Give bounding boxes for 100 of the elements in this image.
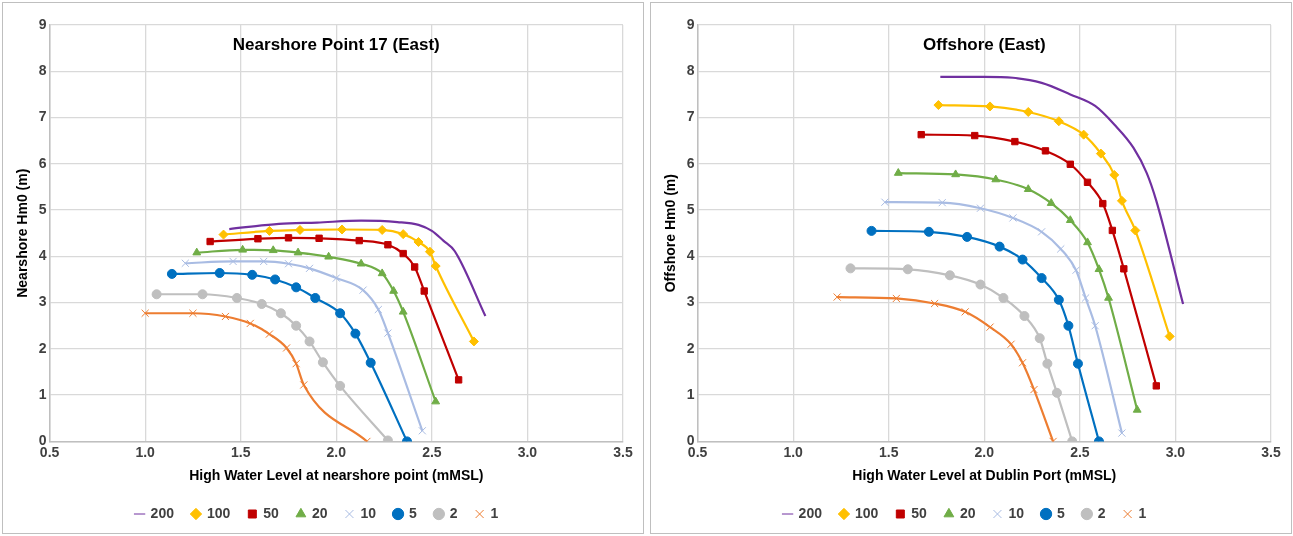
- point: [1091, 321, 1100, 330]
- point: [1019, 311, 1030, 322]
- line-series: [939, 75, 1185, 306]
- point: [284, 259, 293, 268]
- point: [1108, 226, 1117, 235]
- point: [264, 225, 275, 236]
- y-tick-label: 2: [686, 339, 695, 356]
- point: [1037, 227, 1046, 236]
- point: [317, 357, 328, 368]
- point: [985, 101, 996, 112]
- point: [431, 396, 441, 405]
- point: [1099, 199, 1107, 208]
- point: [880, 198, 889, 207]
- point: [430, 261, 441, 272]
- point: [293, 247, 303, 256]
- point: [359, 286, 368, 295]
- point: [1023, 106, 1034, 117]
- point: [951, 169, 961, 178]
- point: [410, 263, 419, 271]
- point: [324, 251, 334, 260]
- point: [994, 241, 1005, 252]
- point: [962, 231, 973, 242]
- point: [1053, 294, 1064, 305]
- point: [454, 376, 463, 384]
- y-tick-label: 8: [686, 62, 695, 79]
- legend-label: 200: [798, 504, 823, 521]
- y-tick-label: 5: [38, 200, 47, 217]
- y-tick-label: 7: [686, 108, 695, 125]
- point: [1081, 293, 1090, 303]
- point: [315, 234, 323, 242]
- x-tick-label: 2.0: [326, 443, 347, 460]
- x-tick-label: 1.5: [878, 443, 899, 460]
- point: [218, 229, 229, 240]
- point: [141, 309, 150, 318]
- point: [389, 286, 399, 294]
- y-tick-label: 9: [38, 15, 47, 32]
- point: [1051, 387, 1062, 398]
- point: [374, 305, 383, 314]
- x-tick-label: 3.0: [517, 443, 538, 460]
- legend-label: 100: [206, 504, 231, 521]
- point: [268, 245, 278, 254]
- y-axis-title: Nearshore Hm0 (m): [14, 168, 31, 298]
- point: [188, 309, 197, 318]
- point: [254, 235, 262, 243]
- point: [377, 268, 387, 277]
- point: [166, 268, 177, 279]
- point: [961, 307, 970, 316]
- point: [1094, 264, 1104, 273]
- legend-label: 20: [959, 504, 976, 521]
- legend-label: 10: [360, 504, 377, 521]
- point: [1104, 292, 1113, 301]
- legend-label: 50: [911, 504, 928, 521]
- point: [1164, 331, 1175, 342]
- point: [1072, 358, 1083, 369]
- legend-label: 50: [263, 504, 280, 521]
- point: [468, 336, 479, 347]
- point: [1018, 358, 1027, 367]
- point: [976, 204, 985, 213]
- y-tick-label: 3: [38, 293, 47, 310]
- legend-label: 1: [1138, 504, 1147, 521]
- legend-label: 5: [409, 504, 418, 521]
- point: [998, 292, 1009, 303]
- point: [350, 328, 361, 339]
- legend-label: 1: [490, 504, 499, 521]
- point: [1130, 225, 1141, 236]
- point: [305, 264, 314, 273]
- point: [270, 274, 281, 285]
- point: [1053, 116, 1064, 127]
- point: [938, 198, 947, 207]
- point: [291, 282, 302, 293]
- text: Offshore (East): [922, 34, 1046, 54]
- point: [214, 267, 225, 278]
- point: [933, 100, 944, 111]
- legend-label: 2: [1097, 504, 1106, 521]
- point: [975, 279, 986, 290]
- point: [398, 229, 409, 240]
- y-axis-title: Offshore Hm0 (m): [662, 174, 679, 293]
- x-tick-label: 3.0: [1165, 443, 1186, 460]
- point: [332, 274, 341, 283]
- point: [1041, 147, 1050, 155]
- point: [231, 292, 242, 303]
- point: [1036, 273, 1047, 284]
- point: [1029, 385, 1039, 394]
- point: [1095, 148, 1106, 159]
- x-tick-label: 3.5: [1261, 443, 1281, 460]
- point: [1023, 184, 1033, 192]
- point: [291, 320, 302, 331]
- x-tick-label: 1.5: [230, 443, 251, 460]
- x-tick-label: 2.5: [422, 443, 442, 460]
- point: [1017, 254, 1028, 265]
- point: [1046, 198, 1056, 206]
- point: [413, 236, 424, 247]
- point: [845, 263, 856, 274]
- y-tick-label: 3: [686, 293, 695, 310]
- point: [1109, 169, 1120, 180]
- point: [275, 308, 286, 319]
- point: [197, 289, 208, 300]
- point: [1034, 333, 1045, 344]
- point: [399, 249, 407, 258]
- point: [930, 299, 939, 308]
